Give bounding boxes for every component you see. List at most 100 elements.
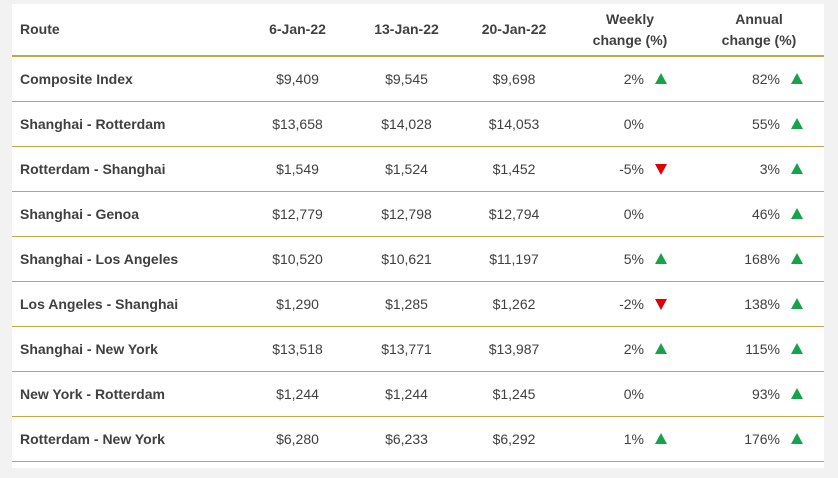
rate-cell-date-3: $9,698	[462, 56, 566, 102]
rate-cell-date-1: $13,658	[244, 101, 351, 147]
column-header-date-3: 20-Jan-22	[462, 4, 566, 57]
weekly-change-value: 2%	[623, 341, 644, 357]
table-row: Shanghai - Genoa $12,779 $12,798 $12,794 0% 4…	[12, 191, 824, 237]
weekly-change-cell: 2%	[566, 326, 694, 372]
up-arrow-icon	[790, 208, 804, 220]
annual-header-line-2: change (%)	[721, 31, 797, 48]
rate-cell-date-1: $9,409	[244, 56, 351, 102]
weekly-change-value: -5%	[619, 161, 644, 177]
rate-cell-date-2: $14,028	[351, 101, 462, 147]
rate-cell-date-1: $12,779	[244, 191, 351, 237]
column-header-weekly-change: Weekly change (%)	[566, 4, 694, 57]
weekly-change-value: 0%	[623, 386, 644, 402]
weekly-header-line-1: Weekly	[606, 10, 654, 27]
no-change-indicator	[654, 118, 668, 130]
annual-header-line-1: Annual	[735, 10, 783, 27]
table-row: Shanghai - Rotterdam $13,658 $14,028 $14,05…	[12, 101, 824, 147]
weekly-change-cell: -5%	[566, 146, 694, 192]
rate-cell-date-2: $1,285	[351, 281, 462, 327]
rate-cell-date-2: $13,771	[351, 326, 462, 372]
up-arrow-icon	[790, 298, 804, 310]
column-header-date-1: 6-Jan-22	[244, 4, 351, 57]
rate-cell-date-2: $1,524	[351, 146, 462, 192]
rate-cell-date-2: $12,798	[351, 191, 462, 237]
annual-change-value: 176%	[744, 431, 780, 447]
table-row: Shanghai - New York $13,518 $13,771 $13,987…	[12, 326, 824, 372]
weekly-change-value: 2%	[623, 71, 644, 87]
route-cell: Composite Index	[12, 56, 244, 102]
route-cell: Rotterdam - Shanghai	[12, 146, 244, 192]
weekly-change-cell: 0%	[566, 191, 694, 237]
weekly-change-cell: 0%	[566, 371, 694, 417]
freight-rates-table: Route 6-Jan-22 13-Jan-22 20-Jan-22 Weekl…	[12, 4, 824, 462]
rate-cell-date-1: $1,244	[244, 371, 351, 417]
up-arrow-icon	[790, 388, 804, 400]
weekly-change-cell: 5%	[566, 236, 694, 282]
rate-cell-date-3: $6,292	[462, 416, 566, 462]
table-body: Composite Index $9,409 $9,545 $9,698 2% 82% Sh…	[12, 56, 824, 462]
weekly-change-cell: 0%	[566, 101, 694, 147]
weekly-change-cell: 2%	[566, 56, 694, 102]
route-cell: Shanghai - Los Angeles	[12, 236, 244, 282]
no-change-indicator	[654, 388, 668, 400]
weekly-header-line-2: change (%)	[592, 31, 668, 48]
up-arrow-icon	[790, 343, 804, 355]
annual-change-cell: 176%	[694, 416, 824, 462]
column-header-route: Route	[12, 4, 244, 57]
annual-change-cell: 115%	[694, 326, 824, 372]
table-row: Composite Index $9,409 $9,545 $9,698 2% 82%	[12, 56, 824, 102]
annual-change-value: 168%	[744, 251, 780, 267]
column-header-annual-change: Annual change (%)	[694, 4, 824, 57]
annual-change-value: 46%	[751, 206, 780, 222]
rate-cell-date-1: $13,518	[244, 326, 351, 372]
rate-cell-date-3: $11,197	[462, 236, 566, 282]
rate-cell-date-3: $12,794	[462, 191, 566, 237]
rate-cell-date-3: $13,987	[462, 326, 566, 372]
route-cell: Rotterdam - New York	[12, 416, 244, 462]
down-arrow-icon	[654, 298, 668, 310]
route-cell: Shanghai - New York	[12, 326, 244, 372]
annual-change-cell: 93%	[694, 371, 824, 417]
rate-cell-date-3: $14,053	[462, 101, 566, 147]
annual-change-value: 138%	[744, 296, 780, 312]
up-arrow-icon	[654, 343, 668, 355]
rate-cell-date-2: $9,545	[351, 56, 462, 102]
annual-change-cell: 55%	[694, 101, 824, 147]
table-row: Rotterdam - Shanghai $1,549 $1,524 $1,452 -5…	[12, 146, 824, 192]
route-cell: Shanghai - Genoa	[12, 191, 244, 237]
freight-rates-table-panel: Route 6-Jan-22 13-Jan-22 20-Jan-22 Weekl…	[12, 4, 824, 468]
route-cell: New York - Rotterdam	[12, 371, 244, 417]
table-header-row: Route 6-Jan-22 13-Jan-22 20-Jan-22 Weekl…	[12, 4, 824, 57]
weekly-change-value: 5%	[623, 251, 644, 267]
table-row: Los Angeles - Shanghai $1,290 $1,285 $1,262…	[12, 281, 824, 327]
rate-cell-date-2: $10,621	[351, 236, 462, 282]
rate-cell-date-1: $6,280	[244, 416, 351, 462]
weekly-change-value: -2%	[619, 296, 644, 312]
rate-cell-date-1: $1,290	[244, 281, 351, 327]
up-arrow-icon	[790, 163, 804, 175]
up-arrow-icon	[654, 433, 668, 445]
up-arrow-icon	[790, 118, 804, 130]
annual-change-value: 3%	[759, 161, 780, 177]
weekly-change-cell: 1%	[566, 416, 694, 462]
table-row: New York - Rotterdam $1,244 $1,244 $1,245 0%…	[12, 371, 824, 417]
weekly-change-value: 0%	[623, 206, 644, 222]
up-arrow-icon	[790, 253, 804, 265]
table-row: Shanghai - Los Angeles $10,520 $10,621 $11,…	[12, 236, 824, 282]
annual-change-cell: 138%	[694, 281, 824, 327]
route-cell: Shanghai - Rotterdam	[12, 101, 244, 147]
annual-change-value: 55%	[751, 116, 780, 132]
rate-cell-date-2: $1,244	[351, 371, 462, 417]
annual-change-value: 93%	[751, 386, 780, 402]
rate-cell-date-3: $1,452	[462, 146, 566, 192]
weekly-change-value: 0%	[623, 116, 644, 132]
annual-change-cell: 82%	[694, 56, 824, 102]
up-arrow-icon	[654, 73, 668, 85]
rate-cell-date-1: $10,520	[244, 236, 351, 282]
rate-cell-date-3: $1,262	[462, 281, 566, 327]
rate-cell-date-1: $1,549	[244, 146, 351, 192]
annual-change-cell: 168%	[694, 236, 824, 282]
rate-cell-date-3: $1,245	[462, 371, 566, 417]
no-change-indicator	[654, 208, 668, 220]
down-arrow-icon	[654, 163, 668, 175]
